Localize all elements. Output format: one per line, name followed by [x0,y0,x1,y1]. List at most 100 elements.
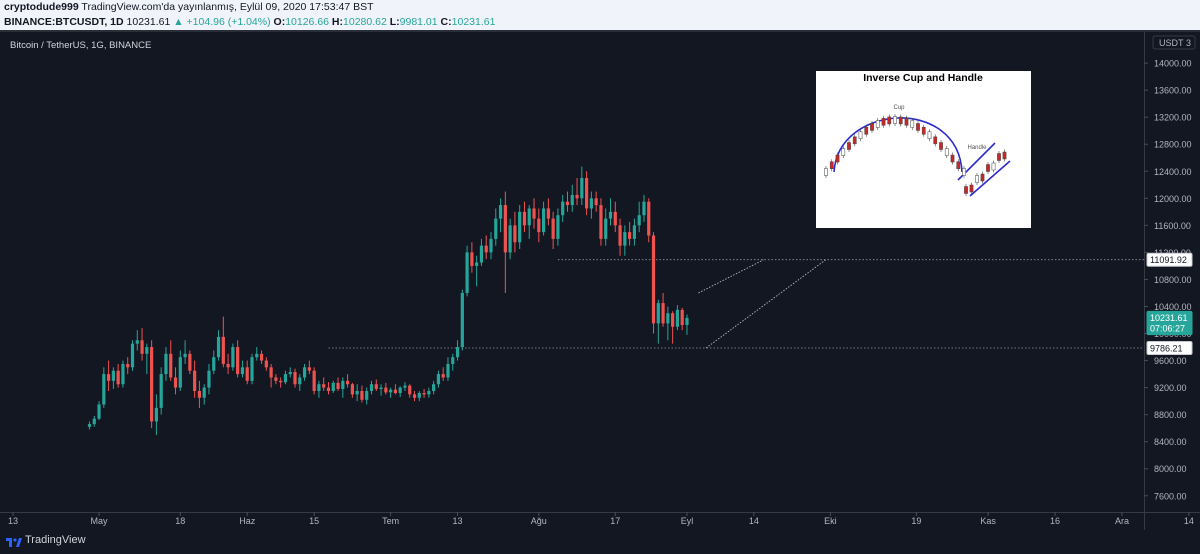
chart-frame [0,32,1200,530]
candle-body [599,205,603,239]
candle-body [651,235,656,324]
inset-candle-body [910,120,915,128]
x-tick-label: 13 [8,516,18,526]
candle-body [264,360,268,368]
candle-body [393,389,397,394]
candle-body [637,215,641,226]
price-axis: 7600.00 8000.00 8400.00 8800.00 9200.00 9600.… [1144,59,1193,501]
inset-candle-body [898,116,903,125]
candle-body [479,245,484,263]
tradingview-logo-icon[interactable] [6,535,22,548]
chart-title: Bitcoin / TetherUS, 1G, BINANCE [10,40,151,51]
candle-body [178,357,182,388]
y-tick-label: 11600.00 [1154,221,1191,231]
candle-body [608,211,613,219]
inset-candle-body [969,184,974,193]
trendlines [698,259,826,349]
candle-body [255,353,259,358]
candle-body [317,384,321,391]
x-tick-label: Kas [980,516,996,526]
candle-body [236,347,240,375]
candle-body [116,370,120,385]
y-tick-label: 12400.00 [1154,167,1192,177]
x-tick-label: 14 [1184,516,1194,526]
inset-candle-body [852,136,857,145]
candle-body [183,353,187,358]
open-value: 10126.66 [285,16,329,28]
price-label: 10231.61 [1150,313,1188,323]
candle-body [632,225,636,239]
price-label-box [1146,252,1193,267]
y-tick-label: 9600.00 [1154,356,1187,366]
tradingview-brand-text[interactable]: TradingView [25,534,86,546]
x-tick-label: 13 [453,516,463,526]
candle-body [150,347,154,422]
price-label: 9786.21 [1150,343,1183,353]
candle-body [169,353,173,378]
candle-body [623,232,627,246]
y-tick-label: 8800.00 [1154,410,1187,420]
x-tick-label: 17 [610,516,620,526]
inset-candle-body [1002,151,1007,160]
candle-body [259,353,264,361]
candle-body [685,317,689,325]
candle-body [346,380,350,385]
candle-body [484,245,488,253]
high-label: H: [331,16,344,28]
candle-body [374,384,378,389]
candle-body [130,343,135,368]
x-tick-label: Tem [382,516,399,526]
candle-body [341,380,345,389]
inset-candle-body [881,118,886,126]
candle-body [279,380,283,383]
x-tick-label: Haz [239,516,256,526]
candle-body [412,394,417,398]
candle-body [159,374,163,408]
inset-candle-body [887,116,892,125]
low-label: L: [389,16,400,28]
candle-body [680,309,684,326]
candle-body [628,232,632,239]
x-tick-label: Eki [824,516,837,526]
candle-body [613,211,617,226]
publisher-name[interactable]: cryptodude999 [4,1,79,13]
candle-body [307,367,311,371]
candles [87,166,689,435]
y-tick-label: 12800.00 [1154,140,1192,150]
candle-body [570,194,574,206]
time-axis: 13 May 18 Haz 15 Tem 13 Ağu 17 Eyl 14 Eki 19 Kas 16 Ara… [8,512,1194,526]
inset-candle-body [950,154,955,163]
currency-badge[interactable]: USDT 3 [1152,35,1196,50]
candle-body [188,353,192,371]
symbol-name: BINANCE:BTCUSDT, 1D [4,16,124,28]
inset-title: Inverse Cup and Handle [863,72,983,84]
candle-body [489,238,493,253]
low-value: 9981.01 [399,16,438,28]
inset-cup-arc [833,117,963,173]
candle-body [589,198,593,209]
inset-handle-label: Handle [967,145,987,151]
candle-body [403,385,407,388]
inset-candle-body [875,120,880,128]
x-tick-label: 15 [309,516,319,526]
y-tick-label: 10800.00 [1154,275,1192,285]
candle-body [197,390,202,398]
candle-body [666,313,670,324]
candle-body [475,262,479,266]
candle-body [441,374,445,378]
candle-body [446,363,450,378]
inset-candle-body [927,131,932,139]
candle-body [240,367,245,375]
candle-body [331,382,335,391]
header-divider [0,30,1200,32]
candle-body [145,347,149,354]
inset-handle-lower-line [969,160,1011,197]
candle-body [513,225,517,243]
y-tick-label: 9200.00 [1154,383,1187,393]
inset-pattern-image: Inverse Cup and Handle Cup Handle [816,71,1031,228]
candle-body [302,367,307,378]
candle-body [532,208,536,219]
candle-body [87,424,92,427]
candle-body [460,292,464,348]
